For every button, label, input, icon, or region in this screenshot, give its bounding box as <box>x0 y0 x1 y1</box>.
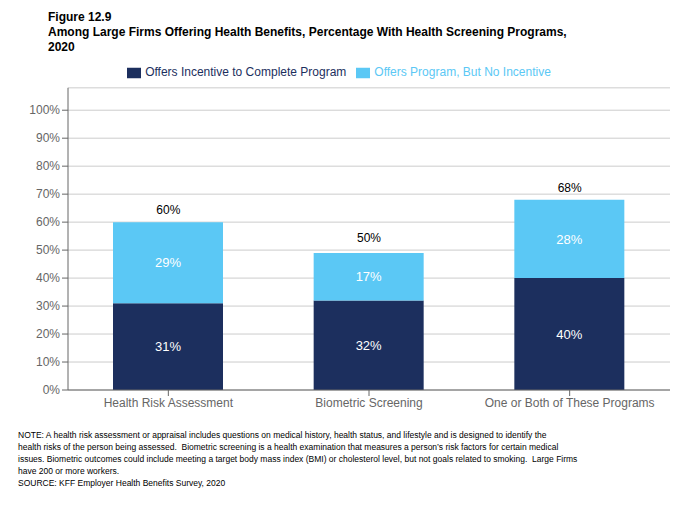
svg-text:31%: 31% <box>155 339 181 354</box>
svg-text:68%: 68% <box>558 181 582 195</box>
svg-text:60%: 60% <box>36 215 60 229</box>
svg-text:30%: 30% <box>36 299 60 313</box>
html-text:Figure 12.9: Figure 12.9 <box>48 10 112 24</box>
html-text:NOTE: A health risk assessment: NOTE: A health risk assessment or apprai… <box>18 430 547 440</box>
svg-text:Health Risk Assessment: Health Risk Assessment <box>104 396 234 410</box>
html-text:have 200 or more workers.: have 200 or more workers. <box>18 466 120 476</box>
svg-text:90%: 90% <box>36 131 60 145</box>
svg-text:70%: 70% <box>36 187 60 201</box>
svg-text:17%: 17% <box>356 269 382 284</box>
html-text:Offers Program, But No Incenti: Offers Program, But No Incentive <box>374 65 551 79</box>
svg-text:40%: 40% <box>36 271 60 285</box>
html-text:health risks of the person bei: health risks of the person being assesse… <box>18 442 559 452</box>
html-text:Offers Incentive to Complete P: Offers Incentive to Complete Program <box>145 65 347 79</box>
svg-text:50%: 50% <box>357 231 381 245</box>
svg-text:0%: 0% <box>43 383 61 397</box>
svg-text:20%: 20% <box>36 327 60 341</box>
svg-text:50%: 50% <box>36 243 60 257</box>
html-text:Among Large Firms Offering Hea: Among Large Firms Offering Health Benefi… <box>48 25 567 39</box>
html-text:issues. Biometric outcomes cou: issues. Biometric outcomes could include… <box>18 454 578 464</box>
svg-text:29%: 29% <box>155 255 181 270</box>
svg-text:One or Both of These Programs: One or Both of These Programs <box>485 396 655 410</box>
svg-text:Biometric Screening: Biometric Screening <box>315 396 422 410</box>
svg-text:40%: 40% <box>556 327 582 342</box>
svg-text:10%: 10% <box>36 355 60 369</box>
svg-text:100%: 100% <box>29 103 60 117</box>
svg-text:80%: 80% <box>36 159 60 173</box>
svg-text:60%: 60% <box>156 203 180 217</box>
svg-text:28%: 28% <box>556 232 582 247</box>
svg-text:32%: 32% <box>356 338 382 353</box>
html-text:2020: 2020 <box>48 40 75 54</box>
html-text:SOURCE: KFF Employer Health Be: SOURCE: KFF Employer Health Benefits Sur… <box>18 478 226 488</box>
